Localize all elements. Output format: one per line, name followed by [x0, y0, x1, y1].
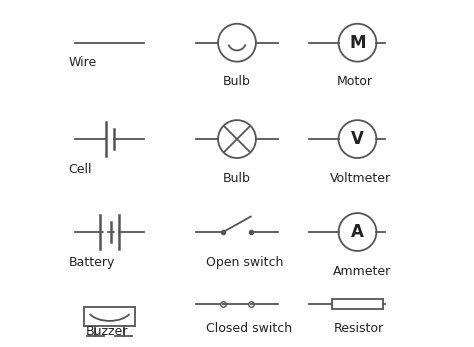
Text: M: M	[349, 34, 366, 52]
Text: Ammeter: Ammeter	[333, 265, 392, 278]
Text: Resistor: Resistor	[333, 322, 383, 335]
Text: Voltmeter: Voltmeter	[330, 172, 391, 185]
Text: Buzzer: Buzzer	[85, 325, 128, 338]
Text: Bulb: Bulb	[223, 75, 251, 88]
Text: V: V	[351, 130, 364, 148]
Bar	[84, 307, 136, 325]
Text: Bulb: Bulb	[223, 172, 251, 185]
Text: Battery: Battery	[68, 256, 115, 269]
Text: A: A	[351, 223, 364, 241]
Text: Cell: Cell	[68, 163, 92, 176]
Text: Open switch: Open switch	[206, 256, 283, 269]
Text: Motor: Motor	[337, 75, 373, 88]
Bar	[332, 299, 383, 309]
Text: Closed switch: Closed switch	[206, 322, 292, 335]
Text: Wire: Wire	[68, 57, 97, 69]
